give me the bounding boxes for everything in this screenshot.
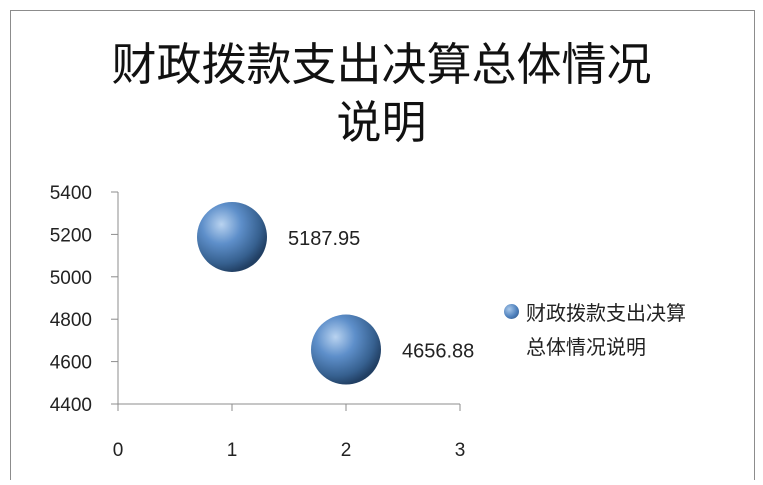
chart-title-line-2: 说明	[336, 96, 427, 149]
chart-title: 财政拨款支出决算总体情况 说明	[0, 36, 763, 152]
y-tick-label: 5400	[50, 183, 92, 204]
y-tick-label: 4600	[50, 353, 92, 374]
x-tick-label: 0	[113, 440, 124, 461]
y-tick-label: 5200	[50, 225, 92, 246]
bubble-data-label: 4656.88	[402, 341, 474, 363]
chart-title-line-1: 财政拨款支出决算总体情况	[111, 38, 652, 91]
y-tick-label: 5000	[50, 268, 92, 289]
bubble-point	[311, 314, 381, 385]
bubble-point	[197, 201, 267, 272]
bubbles: 5187.95 4656.88	[197, 201, 474, 385]
legend-label-line-2: 总体情况说明	[526, 335, 646, 359]
bubble-data-label: 5187.95	[288, 228, 360, 250]
x-tick-label: 1	[227, 440, 238, 461]
legend-marker-icon	[504, 304, 519, 319]
y-ticks: 5400 5200 5000 4800 4600 4400	[50, 183, 118, 416]
legend-label: 财政拨款支出决算 总体情况说明	[526, 296, 754, 364]
x-tick-label: 2	[341, 440, 352, 461]
x-ticks: 0 1 2 3	[113, 404, 466, 461]
chart-axes	[117, 192, 460, 405]
legend-label-line-1: 财政拨款支出决算	[526, 301, 686, 325]
y-tick-label: 4400	[50, 395, 92, 416]
chart-frame	[10, 10, 755, 480]
y-tick-label: 4800	[50, 310, 92, 331]
x-tick-label: 3	[455, 440, 466, 461]
